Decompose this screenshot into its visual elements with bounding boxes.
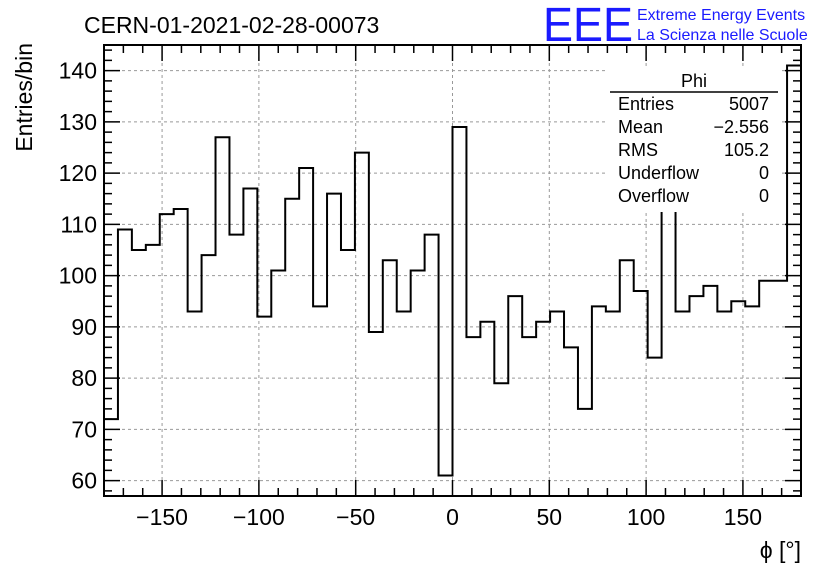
- x-tick-label: −100: [233, 504, 285, 530]
- histogram-bin: [229, 235, 243, 496]
- y-tick-label: 110: [60, 211, 97, 237]
- histogram-bin: [355, 153, 369, 496]
- stats-row-value: 5007: [729, 94, 769, 114]
- histogram-bin: [634, 291, 648, 496]
- x-tick-labels: −150 −100 −50 0 50 100 150: [136, 504, 762, 530]
- histogram-bin: [745, 306, 759, 496]
- histogram-bin: [243, 189, 257, 497]
- histogram-bin: [160, 214, 174, 496]
- eee-logo-mark: EEE: [543, 0, 633, 52]
- histogram-bin: [299, 168, 313, 496]
- histogram-bin: [731, 301, 745, 496]
- x-tick-label: 0: [446, 504, 459, 530]
- histogram-bin: [271, 271, 285, 497]
- histogram-bin: [397, 312, 411, 497]
- histogram-bin: [188, 312, 202, 497]
- histogram-bin: [174, 209, 188, 496]
- y-tick-label: 70: [71, 416, 97, 442]
- histogram-bin: [369, 332, 383, 496]
- y-tick-label: 80: [71, 365, 97, 391]
- y-axis-label: Entries/bin: [11, 43, 37, 152]
- stats-row-value: 0: [759, 163, 769, 183]
- y-tick-labels: 60 70 80 90 100 110 120 130 140: [59, 58, 97, 494]
- histogram-bin: [564, 347, 578, 496]
- histogram-bin: [104, 419, 118, 496]
- y-tick-label: 120: [59, 160, 97, 186]
- histogram-bin: [550, 312, 564, 497]
- y-tick-label: 60: [71, 468, 97, 494]
- histogram-bin: [341, 250, 355, 496]
- histogram-bin: [313, 306, 327, 496]
- x-tick-label: −150: [136, 504, 188, 530]
- histogram-bin: [787, 66, 801, 497]
- histogram-bin: [717, 312, 731, 497]
- stats-row-value: 0: [759, 186, 769, 206]
- stats-row-label: Mean: [618, 117, 663, 137]
- histogram-bin: [620, 260, 634, 496]
- histogram-bin: [508, 296, 522, 496]
- histogram-bin: [383, 260, 397, 496]
- y-tick-label: 90: [71, 314, 97, 340]
- histogram-bin: [689, 296, 703, 496]
- histogram-bin: [592, 306, 606, 496]
- stats-title: Phi: [681, 71, 707, 91]
- histogram-bin: [285, 199, 299, 496]
- stats-row-value: −2.556: [713, 117, 769, 137]
- histogram-bin: [327, 194, 341, 496]
- stats-row-label: RMS: [618, 140, 658, 160]
- y-tick-label: 140: [59, 58, 97, 84]
- histogram-bin: [146, 245, 160, 496]
- histogram-bin: [773, 281, 787, 496]
- histogram-bin: [439, 476, 453, 497]
- stats-box: Phi Entries 5007 Mean −2.556 RMS 105.2 Underfl…: [608, 68, 780, 212]
- y-tick-label: 100: [59, 263, 97, 289]
- stats-row-value: 105.2: [724, 140, 769, 160]
- histogram-bin: [132, 250, 146, 496]
- stats-row-label: Entries: [618, 94, 674, 114]
- histogram-bin: [411, 271, 425, 497]
- histogram-bin: [494, 383, 508, 496]
- stats-row-label: Underflow: [618, 163, 700, 183]
- x-tick-label: 50: [537, 504, 563, 530]
- histogram-bin: [425, 235, 439, 496]
- histogram-bin: [466, 337, 480, 496]
- histogram-bin: [759, 281, 773, 496]
- histogram-bin: [453, 127, 467, 496]
- histogram-step-line: [104, 64, 801, 477]
- y-tick-label: 130: [59, 109, 97, 135]
- stats-rows: Entries 5007 Mean −2.556 RMS 105.2 Underflow 0 O…: [618, 94, 769, 206]
- stats-row-label: Overflow: [618, 186, 690, 206]
- eee-logo-line1: Extreme Energy Events: [637, 7, 805, 24]
- histogram-bin: [536, 322, 550, 496]
- histogram-bin: [257, 317, 271, 496]
- histogram-bin: [202, 255, 216, 496]
- histogram-bin: [648, 358, 662, 496]
- histogram-bin: [578, 409, 592, 496]
- histogram-bin: [216, 137, 230, 496]
- x-tick-label: −50: [336, 504, 375, 530]
- chart-title: CERN-01-2021-02-28-00073: [84, 12, 379, 38]
- x-tick-label: 100: [627, 504, 665, 530]
- x-axis-label: ϕ [°]: [760, 537, 801, 563]
- x-tick-label: 150: [724, 504, 762, 530]
- eee-logo: EEE Extreme Energy Events La Scienza nel…: [543, 0, 808, 52]
- histogram-bin: [703, 286, 717, 496]
- histogram-bin: [676, 312, 690, 497]
- axis-ticks: [103, 45, 802, 496]
- eee-logo-line2: La Scienza nelle Scuole: [637, 27, 808, 44]
- histogram-bin: [118, 230, 132, 497]
- histogram-bin: [522, 337, 536, 496]
- histogram-bin: [480, 322, 494, 496]
- histogram-bin: [606, 312, 620, 497]
